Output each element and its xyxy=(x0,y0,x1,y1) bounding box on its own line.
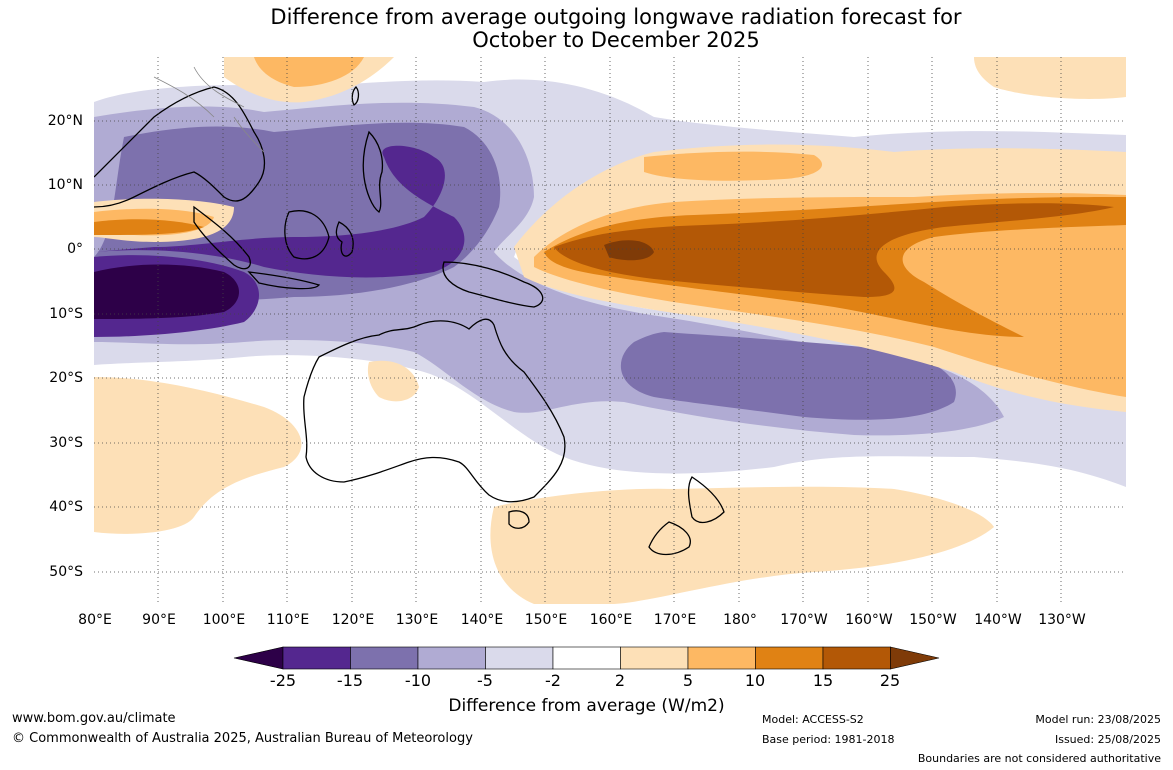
cbar-seg-minus5-minus2 xyxy=(485,646,554,670)
lon-label-90e: 90°E xyxy=(142,612,176,628)
colorbar-title: Difference from average (W/m2) xyxy=(448,696,725,716)
new-guinea-coastline xyxy=(442,261,544,308)
pos-region-plus2-topright xyxy=(974,57,1126,99)
cbar-seg-minus15-minus10 xyxy=(350,646,419,670)
lon-label-140e: 140°E xyxy=(460,612,504,628)
new-zealand-south-coastline xyxy=(648,521,691,556)
lat-label-0: 0° xyxy=(67,241,83,257)
lon-label-150e: 150°E xyxy=(524,612,568,628)
neg-region-minus25 xyxy=(94,264,239,319)
lon-label-100e: 100°E xyxy=(202,612,246,628)
cbar-tick-5: 5 xyxy=(682,671,694,690)
cbar-tick-minus5: -5 xyxy=(477,671,493,690)
cbar-tick-minus2: -2 xyxy=(545,671,561,690)
footer-model: Model: ACCESS-S2 xyxy=(762,713,864,726)
lon-label-160w: 160°W xyxy=(845,612,893,628)
lon-label-120e: 120°E xyxy=(331,612,375,628)
java-coastline xyxy=(247,271,321,290)
cbar-tick-15: 15 xyxy=(812,671,834,690)
lon-label-160e: 160°E xyxy=(589,612,633,628)
lat-label-10n: 10°N xyxy=(47,177,83,193)
cbar-tick-minus15: -15 xyxy=(336,671,364,690)
forecast-map xyxy=(94,57,1126,604)
gridlines xyxy=(94,57,1126,604)
lat-label-20n: 20°N xyxy=(47,113,83,129)
philippines-coastline xyxy=(362,130,384,213)
footer-model-run: Model run: 23/08/2025 xyxy=(1035,713,1161,726)
cbar-tick-minus25: -25 xyxy=(269,671,297,690)
pos-region-plus5-topleft xyxy=(254,57,364,87)
pos-region-plus5-central xyxy=(644,151,823,181)
lat-label-40s: 40°S xyxy=(49,499,83,515)
positive-anomaly-regions xyxy=(94,57,1126,604)
footer-boundaries-note: Boundaries are not considered authoritat… xyxy=(917,752,1161,765)
cbar-seg-15-25 xyxy=(822,646,891,670)
pos-region-plus10-indianocean xyxy=(94,219,204,235)
pos-region-plus25 xyxy=(604,240,654,261)
lon-label-180: 180° xyxy=(723,612,757,628)
cbar-seg-minus25-minus15 xyxy=(282,646,351,670)
cbar-tick-10: 10 xyxy=(744,671,766,690)
lat-label-10s: 10°S xyxy=(49,306,83,322)
lon-label-150w: 150°W xyxy=(909,612,957,628)
cbar-tick-25: 25 xyxy=(879,671,901,690)
lat-label-20s: 20°S xyxy=(49,370,83,386)
lon-label-140w: 140°W xyxy=(974,612,1022,628)
pos-region-plus2-tasman xyxy=(490,486,994,604)
coastlines xyxy=(94,86,725,556)
cbar-seg-minus10-minus5 xyxy=(417,646,486,670)
pos-region-plus2-west xyxy=(94,377,302,534)
lon-label-80e: 80°E xyxy=(78,612,112,628)
footer-issued: Issued: 25/08/2025 xyxy=(1054,733,1161,746)
footer-url: www.bom.gov.au/climate xyxy=(12,711,176,726)
cbar-seg-2-5 xyxy=(620,646,689,670)
cbar-tick-minus10: -10 xyxy=(404,671,432,690)
footer-copyright: © Commonwealth of Australia 2025, Austra… xyxy=(12,731,473,746)
cbar-seg-10-15 xyxy=(755,646,824,670)
map-title-line2: October to December 2025 xyxy=(472,28,760,52)
lat-label-50s: 50°S xyxy=(49,564,83,580)
borneo-coastline xyxy=(284,210,330,260)
lon-label-130e: 130°E xyxy=(395,612,439,628)
neg-region-minus15 xyxy=(94,145,465,278)
country-borders xyxy=(153,66,265,153)
neg-region-minus10-pacific xyxy=(620,332,956,420)
pos-region-plus2-aus xyxy=(367,360,419,402)
footer-base-period: Base period: 1981-2018 xyxy=(762,733,895,746)
map-title-line1: Difference from average outgoing longwav… xyxy=(270,5,962,29)
australia-coastline xyxy=(302,318,566,503)
lon-label-170e: 170°E xyxy=(653,612,697,628)
sumatra-coastline xyxy=(193,205,251,270)
lon-label-130w: 130°W xyxy=(1038,612,1086,628)
lon-label-110e: 110°E xyxy=(266,612,310,628)
cbar-seg-above-25 xyxy=(890,646,940,670)
map-svg xyxy=(94,57,1126,604)
tasmania-coastline xyxy=(508,510,530,529)
cbar-seg-5-10 xyxy=(687,646,756,670)
cbar-seg-minus2-2 xyxy=(552,646,621,670)
cbar-tick-2: 2 xyxy=(614,671,626,690)
sulawesi-coastline xyxy=(335,221,354,257)
lon-label-170w: 170°W xyxy=(780,612,828,628)
new-zealand-north-coastline xyxy=(687,476,725,524)
taiwan-coastline xyxy=(351,86,360,106)
lat-label-30s: 30°S xyxy=(49,435,83,451)
asia-coastline xyxy=(94,86,266,208)
pos-region-plus15 xyxy=(554,203,1114,297)
cbar-seg-below-minus25 xyxy=(233,646,284,670)
